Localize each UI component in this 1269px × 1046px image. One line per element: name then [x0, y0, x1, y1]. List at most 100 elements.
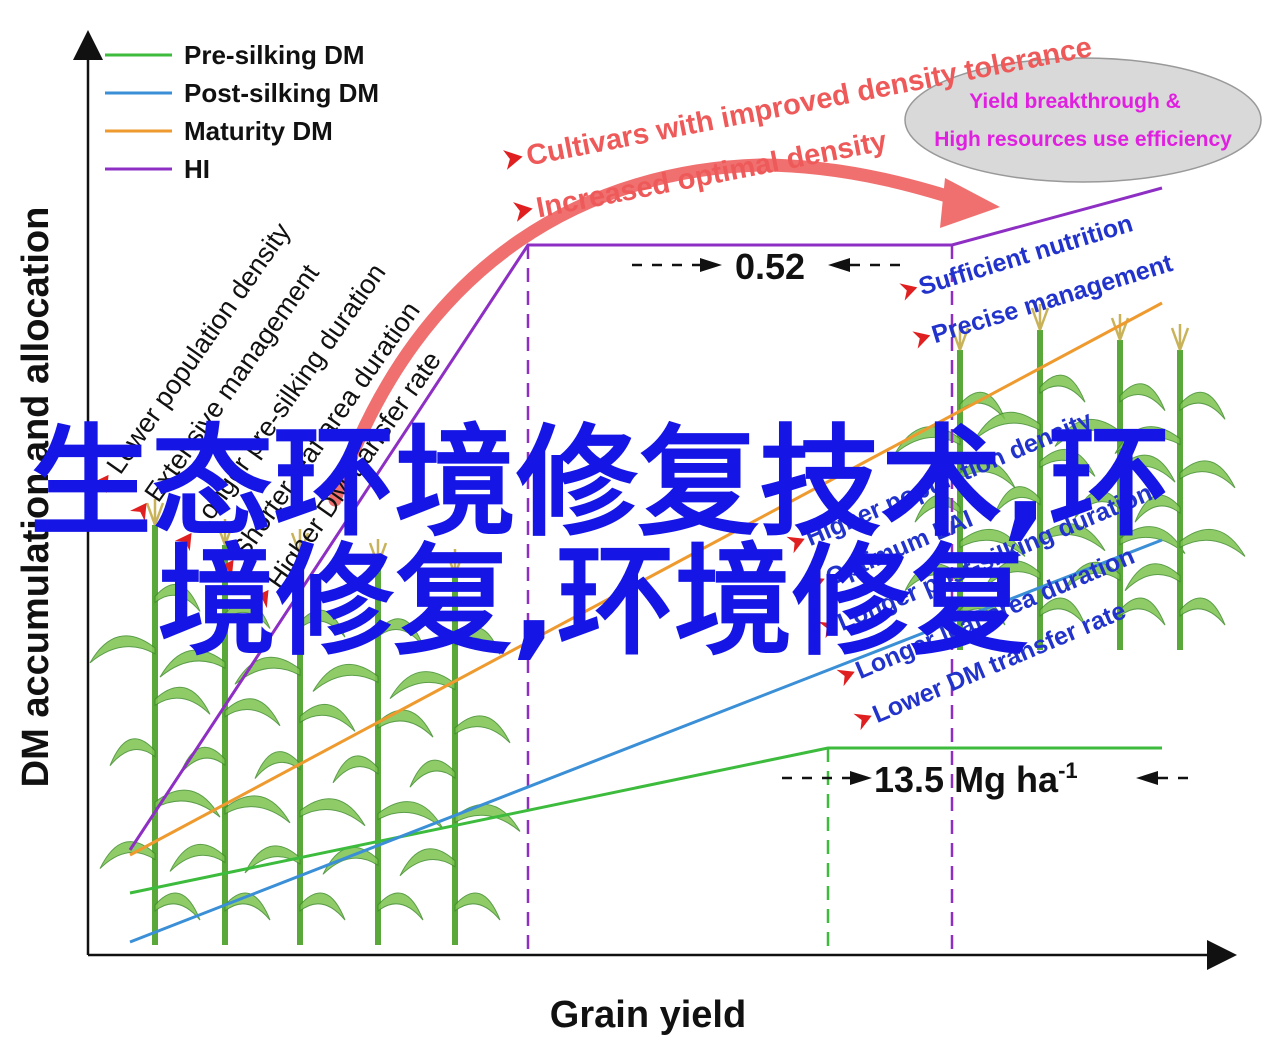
- corn-leaf: [154, 892, 201, 921]
- hi-value: 0.52: [735, 246, 805, 287]
- corn-leaf: [1119, 526, 1186, 554]
- corn-leaf: [959, 597, 1006, 626]
- corn-tassel: [368, 539, 388, 566]
- red-arrow-head-icon: [940, 178, 1000, 228]
- corn-leaf: [389, 671, 456, 699]
- red-bullet-icon: [912, 331, 931, 349]
- hi-arrow-right-icon: [700, 258, 722, 272]
- red-bullet-icon: [806, 576, 825, 594]
- overlay-text-line1: 生态环境修复技术,环: [30, 414, 1170, 553]
- corn-plants-illustration: [89, 304, 1246, 945]
- corn-leaf: [1179, 460, 1236, 489]
- corn-leaf: [904, 563, 961, 592]
- corn-leaf: [299, 892, 346, 921]
- red-bullet-icon: [175, 532, 192, 552]
- corn-tassel: [290, 529, 310, 556]
- corn-leaf: [1114, 426, 1181, 454]
- post-silking-line: [129, 538, 1163, 944]
- red-bullet-icon: [836, 669, 855, 687]
- corn-leaf: [224, 795, 291, 824]
- result-ellipse: [904, 57, 1262, 183]
- corn-leaf: [454, 892, 501, 921]
- red-curved-arrow: [328, 158, 982, 507]
- y-axis-title: DM accumulation and allocation: [15, 207, 57, 788]
- corn-leaf: [224, 698, 281, 727]
- yield-arrow-left-icon: [1136, 771, 1158, 785]
- corn-leaf: [322, 846, 379, 875]
- yield-superscript: -1: [1058, 758, 1078, 783]
- red-bullet-icon: [853, 713, 872, 731]
- corn-leaf: [399, 848, 456, 877]
- legend: Pre-silking DM Post-silking DM Maturity …: [105, 40, 379, 184]
- corn-leaf: [169, 843, 226, 872]
- corn-leaf: [377, 618, 424, 647]
- legend-label: Maturity DM: [184, 116, 333, 146]
- corn-leaf: [159, 649, 226, 678]
- corn-leaf: [1039, 374, 1086, 403]
- corn-leaf: [1039, 448, 1096, 477]
- corn-leaf: [224, 601, 271, 629]
- corn-leaf: [1119, 383, 1166, 412]
- corn-leaf: [984, 560, 1041, 589]
- red-bullet-icon: [130, 502, 147, 522]
- corn-leaf: [1074, 490, 1121, 519]
- legend-label: Pre-silking DM: [184, 40, 365, 70]
- red-bullet-icon: [252, 589, 269, 609]
- legend-label: Post-silking DM: [184, 78, 379, 108]
- corn-leaf: [299, 703, 356, 732]
- red-bullet-icon: [503, 150, 523, 170]
- corn-leaf: [332, 755, 379, 784]
- corn-leaf: [1039, 523, 1106, 552]
- corn-leaf: [244, 845, 301, 874]
- corn-tassel: [145, 499, 165, 526]
- corn-leaf: [1124, 563, 1181, 592]
- corn-leaf: [914, 494, 961, 523]
- red-bullet-icon: [786, 536, 805, 554]
- corn-leaf: [109, 738, 156, 767]
- corn-tassel: [950, 324, 970, 351]
- corn-tassel: [1170, 324, 1190, 351]
- x-axis-title: Grain yield: [550, 994, 746, 1036]
- red-bullet-icon: [513, 202, 533, 222]
- corn-leaf: [1039, 597, 1086, 626]
- corn-leaf: [959, 528, 1026, 557]
- corn-leaf: [377, 709, 434, 738]
- corn-leaf: [312, 663, 379, 692]
- corn-leaf: [1054, 418, 1121, 447]
- corn-leaf: [179, 746, 226, 775]
- corn-leaf: [1119, 454, 1176, 483]
- corn-leaf: [454, 715, 511, 744]
- corn-leaf: [377, 892, 424, 921]
- corn-leaf: [1179, 528, 1246, 557]
- red-bullet-icon: [92, 474, 109, 494]
- corn-leaf: [1119, 597, 1166, 626]
- maturity-line: [129, 301, 1163, 857]
- yield-value: 13.5 Mg ha-1: [874, 758, 1078, 800]
- corn-leaf: [454, 626, 501, 655]
- corn-leaf: [894, 426, 961, 454]
- corn-leaf: [254, 751, 301, 779]
- corn-leaf: [994, 486, 1041, 514]
- corn-leaf: [154, 686, 211, 715]
- ellipse-line1: Yield breakthrough &: [969, 90, 1181, 113]
- yield-arrow-right-icon: [850, 771, 872, 785]
- corn-leaf: [154, 584, 201, 612]
- corn-leaf: [1179, 391, 1226, 420]
- corn-leaf: [154, 789, 221, 818]
- overlay-text-line2: 境修复,环境修复: [158, 533, 1028, 672]
- corn-tassel: [445, 549, 465, 576]
- corn-leaf: [974, 411, 1041, 440]
- corn-tassel: [1030, 304, 1050, 331]
- corn-leaf: [1134, 494, 1181, 523]
- corn-leaf: [299, 798, 366, 827]
- ellipse-line2: High resources use efficiency: [934, 128, 1232, 151]
- corn-leaf: [409, 759, 456, 788]
- red-bullet-icon: [899, 283, 918, 301]
- corn-tassel: [215, 519, 235, 546]
- corn-leaf: [234, 656, 301, 685]
- pre-silking-line: [129, 746, 1162, 895]
- hi-arrow-left-icon: [828, 258, 850, 272]
- hi-line: [128, 186, 1163, 851]
